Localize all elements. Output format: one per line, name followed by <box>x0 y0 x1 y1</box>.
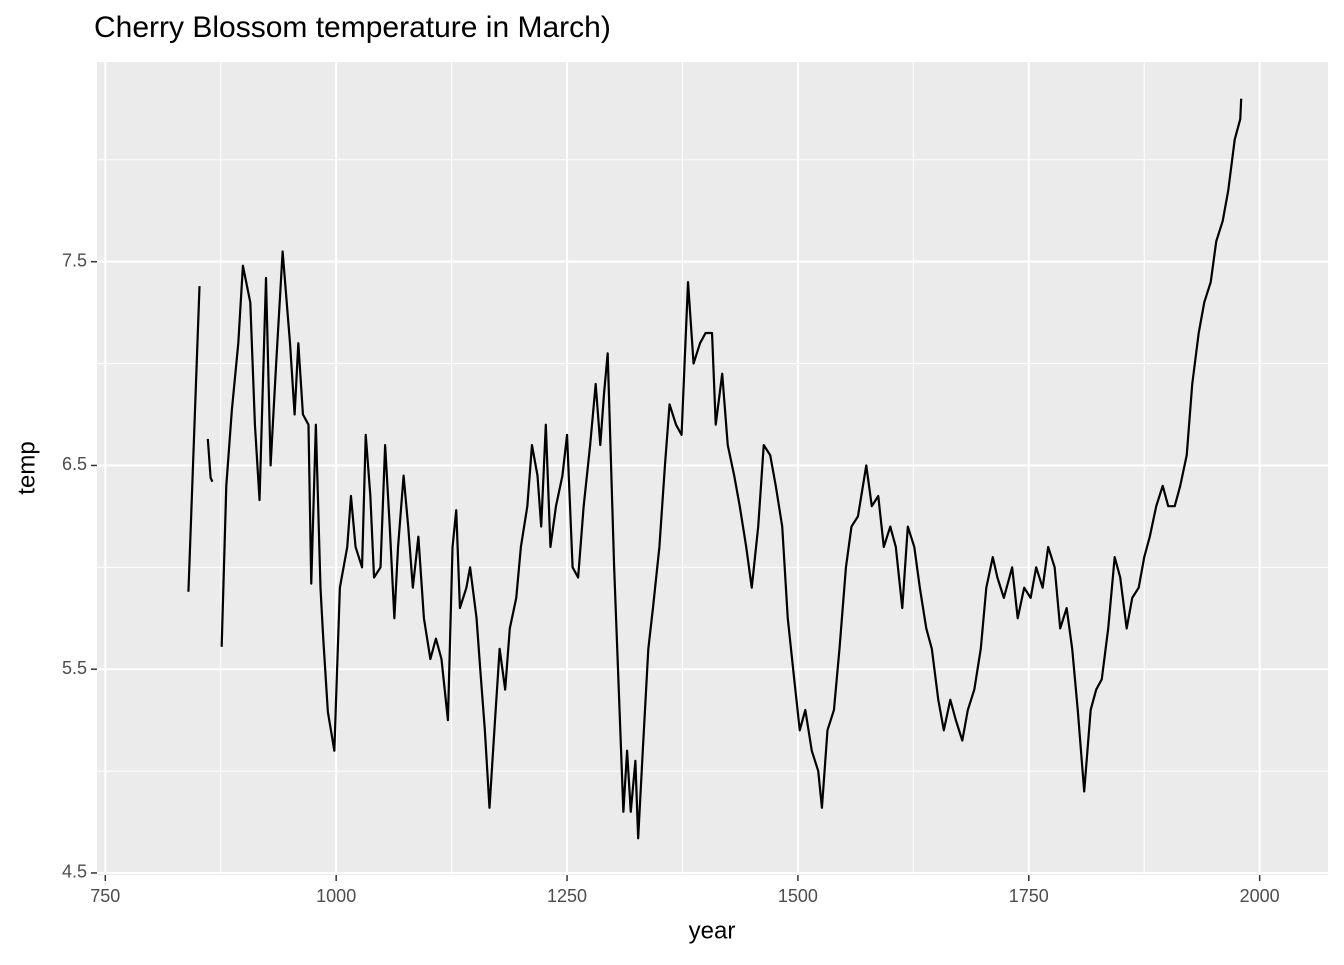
y-tick-label: 7.5 <box>62 250 87 270</box>
x-axis-title: year <box>689 917 736 944</box>
y-axis-title: temp <box>13 441 40 494</box>
x-tick-label: 750 <box>90 886 120 906</box>
x-tick-label: 1000 <box>316 886 356 906</box>
y-tick-label: 6.5 <box>62 454 87 474</box>
chart-title: Cherry Blossom temperature in March) <box>94 11 611 44</box>
y-tick-label: 4.5 <box>62 862 87 882</box>
x-tick-label: 1750 <box>1009 886 1049 906</box>
x-tick-label: 2000 <box>1240 886 1280 906</box>
x-tick-label: 1250 <box>547 886 587 906</box>
y-tick-label: 5.5 <box>62 658 87 678</box>
plot-panel <box>97 62 1328 875</box>
data-line <box>187 98 1243 840</box>
x-tick-label: 1500 <box>778 886 818 906</box>
